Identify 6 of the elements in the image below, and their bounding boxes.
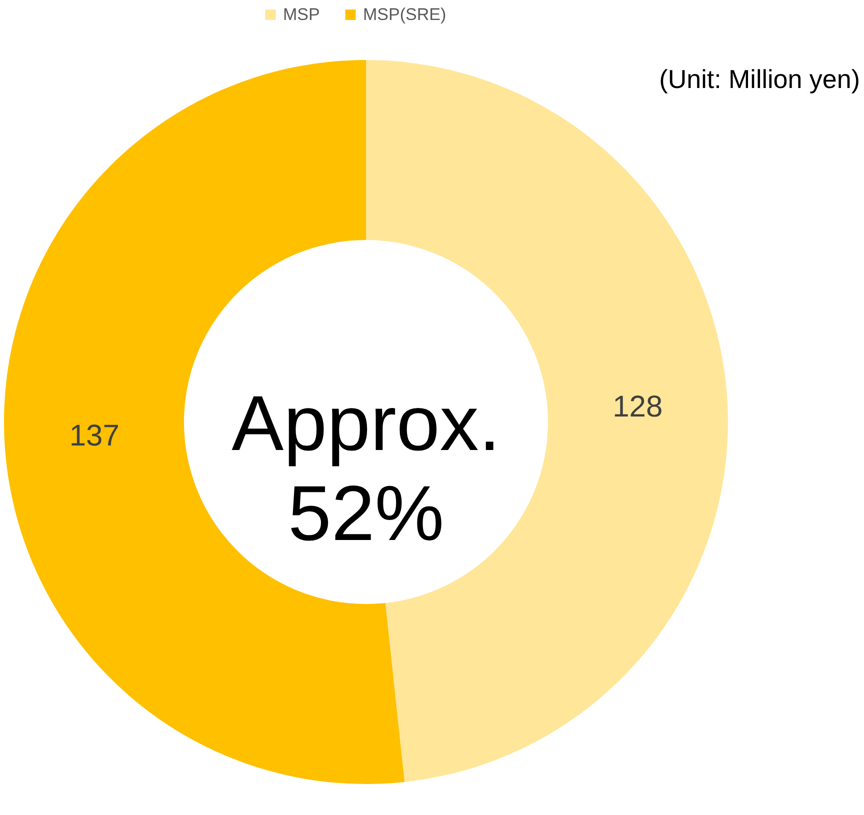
data-label: 128 bbox=[612, 390, 663, 424]
text: (Unit: Million yen) bbox=[659, 64, 860, 94]
legend-label: MSP bbox=[283, 4, 320, 24]
text: Approx. 52% bbox=[232, 379, 500, 557]
legend-label: MSP(SRE) bbox=[363, 4, 446, 24]
data-label: 137 bbox=[69, 420, 120, 453]
